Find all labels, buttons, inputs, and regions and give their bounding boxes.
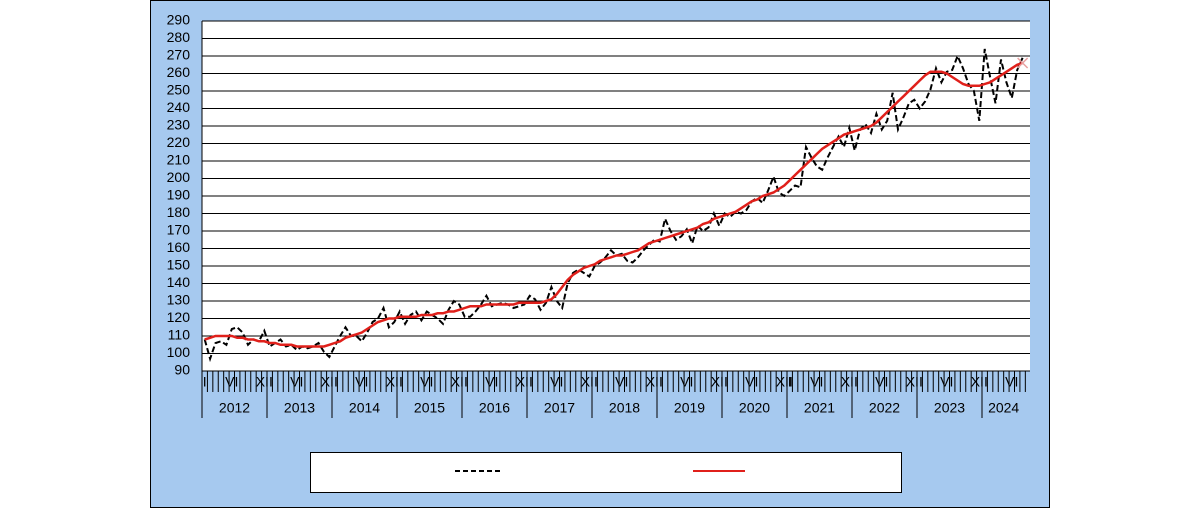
y-tick-label: 130 — [167, 292, 191, 308]
x-tick-label: XII — [971, 374, 988, 390]
y-tick-label: 150 — [167, 257, 191, 273]
year-label: 2024 — [988, 400, 1019, 416]
year-label: 2023 — [934, 400, 965, 416]
year-label: 2014 — [349, 400, 380, 416]
x-tick-label: XII — [386, 374, 403, 390]
year-label: 2016 — [479, 400, 510, 416]
x-tick-label: I — [788, 374, 792, 390]
y-tick-label: 200 — [167, 169, 191, 185]
y-tick-label: 240 — [167, 99, 191, 115]
legend — [310, 452, 902, 493]
x-tick-label: XII — [906, 374, 923, 390]
x-tick-label: VI — [940, 374, 953, 390]
y-tick-label: 280 — [167, 29, 191, 45]
y-tick-label: 170 — [167, 222, 191, 238]
year-label: 2020 — [739, 400, 770, 416]
x-tick-label: XII — [581, 374, 598, 390]
x-tick-label: VI — [680, 374, 693, 390]
data-line — [203, 48, 1024, 363]
x-tick-label: VI — [875, 374, 888, 390]
x-tick-label: XII — [841, 374, 858, 390]
data-line — [204, 61, 1023, 348]
year-label: 2022 — [869, 400, 900, 416]
x-tick-label: XII — [451, 374, 468, 390]
year-label: 2021 — [804, 400, 835, 416]
y-tick-label: 110 — [168, 327, 191, 343]
y-tick-label: 220 — [167, 134, 191, 150]
x-tick-label: VI — [225, 374, 238, 390]
y-tick-label: 180 — [167, 204, 191, 220]
year-label: 2013 — [284, 400, 315, 416]
y-tick-label: 120 — [167, 309, 191, 325]
x-tick-label: I — [203, 374, 207, 390]
y-tick-label: 270 — [167, 47, 191, 63]
y-tick-label: 230 — [167, 117, 191, 133]
x-tick-label: VI — [290, 374, 303, 390]
year-label: 2018 — [609, 400, 640, 416]
y-tick-label: 210 — [167, 152, 191, 168]
y-tick-label: 260 — [167, 64, 191, 80]
x-tick-label: VI — [745, 374, 758, 390]
x-tick-label: VI — [355, 374, 368, 390]
x-tick-label: XII — [646, 374, 663, 390]
y-tick-label: 250 — [167, 82, 191, 98]
x-tick-label: VI — [550, 374, 563, 390]
x-tick-label: VI — [420, 374, 433, 390]
year-label: 2019 — [674, 400, 705, 416]
y-tick-label: 160 — [167, 239, 191, 255]
year-label: 2015 — [414, 400, 445, 416]
x-tick-label: XII — [321, 374, 338, 390]
x-tick-label: XII — [711, 374, 728, 390]
x-tick-label: XII — [776, 374, 793, 390]
x-tick-label: VI — [615, 374, 628, 390]
year-label: 2017 — [544, 400, 575, 416]
y-tick-label: 100 — [167, 344, 191, 360]
y-tick-label: 290 — [167, 12, 191, 28]
x-tick-label: XII — [256, 374, 273, 390]
x-tick-label: VI — [1005, 374, 1018, 390]
year-label: 2012 — [219, 400, 250, 416]
end-marker — [1017, 57, 1029, 69]
y-tick-label: 140 — [167, 274, 191, 290]
y-tick-label: 90 — [174, 362, 190, 378]
y-tick-label: 190 — [167, 187, 191, 203]
x-tick-label: VI — [485, 374, 498, 390]
x-tick-label: VI — [810, 374, 823, 390]
x-tick-label: XII — [516, 374, 533, 390]
